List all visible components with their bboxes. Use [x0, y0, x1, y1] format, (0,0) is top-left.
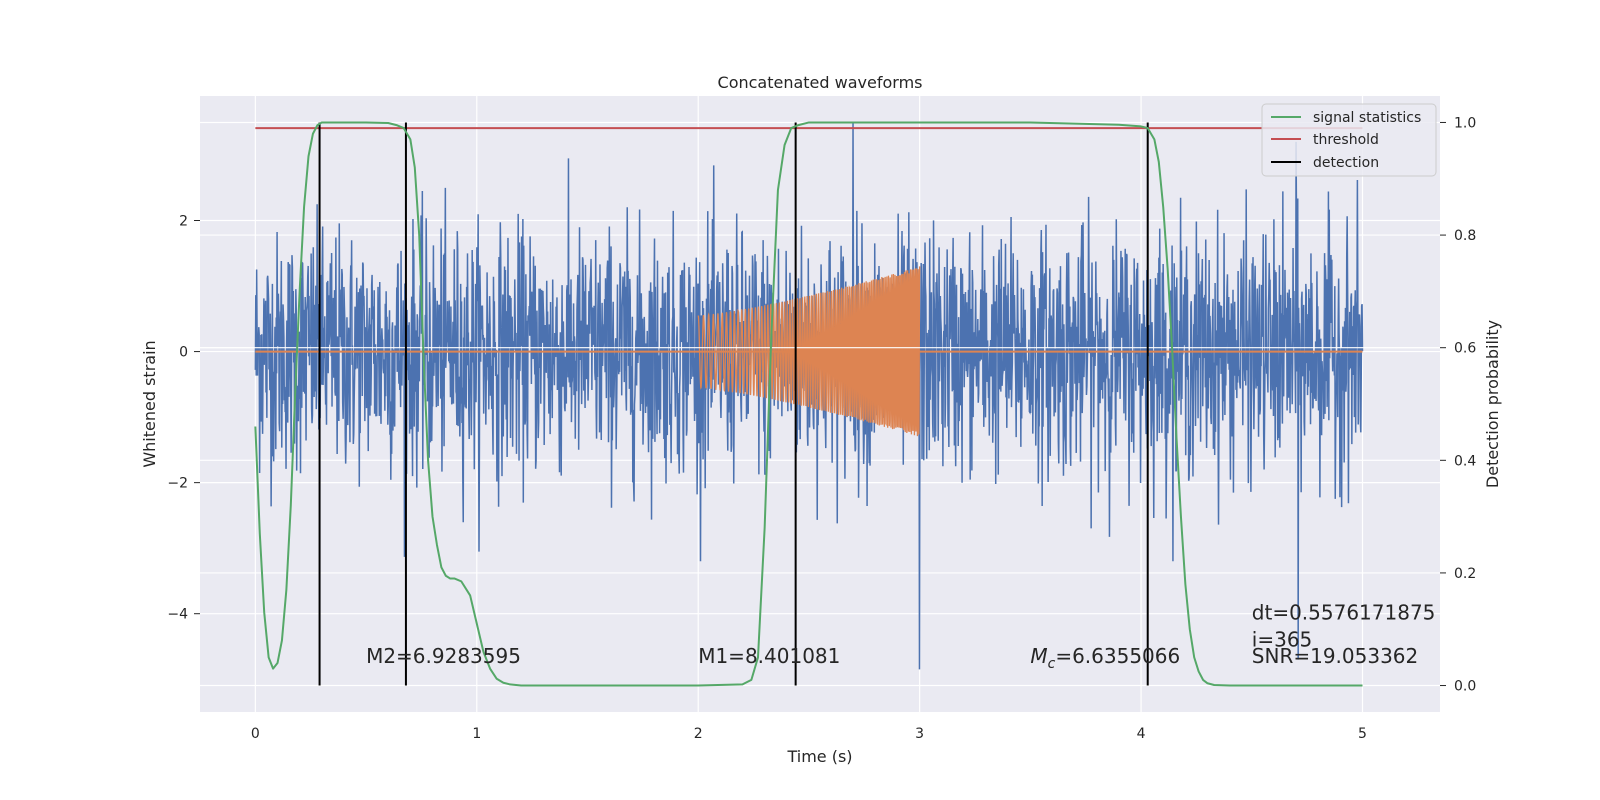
right-axis-series	[254, 121, 1363, 687]
legend-label-detection: detection	[1313, 155, 1379, 171]
annotation-1: M1=8.401081	[698, 644, 840, 668]
x-tick-label: 3	[915, 726, 924, 742]
y-tick-label: 0	[179, 345, 188, 361]
legend-label-signal-statistics: signal statistics	[1313, 110, 1421, 126]
chart-title: Concatenated waveforms	[718, 73, 923, 92]
annotation-5: SNR=19.053362	[1252, 644, 1418, 668]
x-tick-label: 0	[251, 726, 260, 742]
x-tick-label: 1	[472, 726, 481, 742]
ticks: 0 1 2 3 4 5 −4 −2 0 2 0.0 0.2 0.4 0.6 0.8 1.0	[167, 115, 1476, 742]
y2-tick-label: 0.8	[1454, 228, 1476, 244]
annotation-4: i=365	[1252, 627, 1313, 651]
annotations: M2=6.9283595 M1=8.401081 Mc=6.6355066 dt=0.…	[366, 601, 1435, 672]
y2-tick-label: 0.0	[1454, 679, 1476, 695]
y2-tick-label: 1.0	[1454, 115, 1476, 131]
annotation-0: M2=6.9283595	[366, 644, 521, 668]
x-tick-label: 4	[1137, 726, 1146, 742]
y-tick-label: −2	[167, 476, 188, 492]
y2-tick-label: 0.6	[1454, 341, 1476, 357]
y-tick-label: 2	[179, 214, 188, 230]
y-tick-label: −4	[167, 607, 188, 623]
x-axis-label: Time (s)	[786, 747, 852, 766]
y2-tick-label: 0.2	[1454, 566, 1476, 582]
legend: signal statistics threshold detection	[1261, 103, 1437, 177]
y2-tick-label: 0.4	[1454, 453, 1476, 469]
annotation-3: dt=0.5576171875	[1252, 601, 1436, 625]
signal-statistics-line	[254, 121, 1363, 687]
legend-box	[1261, 103, 1437, 177]
y2-axis-label: Detection probability	[1483, 320, 1502, 488]
legend-label-threshold: threshold	[1313, 132, 1379, 148]
x-tick-label: 5	[1358, 726, 1367, 742]
y-axis-label: Whitened strain	[140, 340, 159, 467]
annotation-2: Mc=6.6355066	[1030, 644, 1180, 672]
x-tick-label: 2	[694, 726, 703, 742]
